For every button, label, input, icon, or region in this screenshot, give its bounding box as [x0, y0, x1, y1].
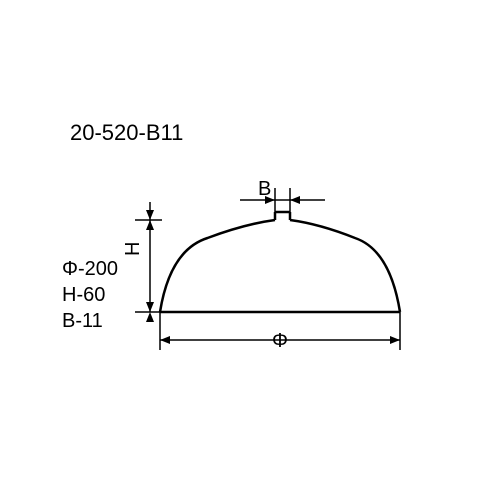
diagram-svg [0, 0, 500, 500]
diagram-canvas: 20-520-B11 Φ-200 H-60 B-11 B Φ H [0, 0, 500, 500]
